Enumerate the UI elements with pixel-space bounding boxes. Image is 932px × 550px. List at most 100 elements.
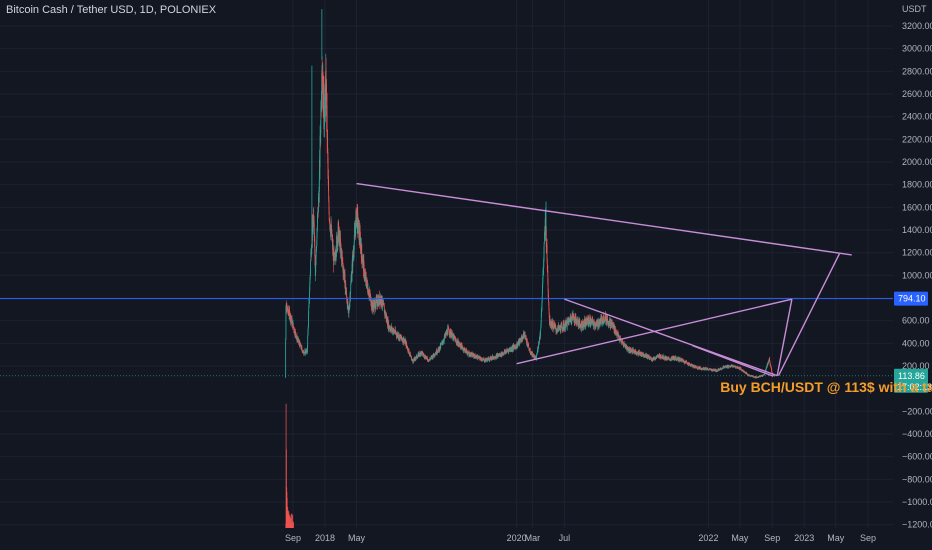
y-tick-label: 1600.00: [902, 202, 932, 212]
candle-body: [328, 201, 330, 211]
candle-body: [316, 236, 318, 246]
y-tick-label: 2400.00: [902, 112, 932, 122]
candle-body: [363, 260, 365, 265]
candle-body: [689, 364, 691, 366]
candle-body: [512, 347, 514, 351]
candle-body: [653, 357, 655, 359]
candle-body: [312, 222, 314, 232]
candle-body: [720, 367, 722, 370]
candle-body: [347, 305, 349, 309]
candle-body: [645, 356, 646, 358]
candle-body: [346, 290, 347, 296]
volume-bar: [291, 513, 293, 528]
candle-body: [384, 311, 386, 317]
candle-body: [292, 322, 294, 327]
candle-body: [321, 77, 323, 79]
candle-body: [735, 366, 736, 368]
candle-body: [633, 350, 635, 353]
volume-bar: [290, 518, 292, 528]
trendline[interactable]: [777, 253, 841, 376]
candle-body: [313, 223, 315, 238]
candle-body: [308, 314, 309, 327]
candle-body: [407, 347, 409, 351]
candle-body: [632, 349, 634, 351]
candle-body: [540, 327, 542, 331]
candle-body: [352, 252, 354, 267]
candle-body: [532, 354, 534, 356]
trendline[interactable]: [356, 182, 852, 256]
candle-body: [469, 353, 471, 356]
candle-body: [320, 106, 322, 133]
candle-body: [381, 295, 383, 305]
candle-body: [417, 356, 419, 358]
candle-body: [425, 355, 426, 359]
candle-body: [636, 352, 638, 354]
candle-body: [616, 333, 618, 336]
candle-body: [504, 350, 506, 353]
y-tick-label: 1800.00: [902, 180, 932, 190]
candle-body: [671, 358, 673, 361]
candle-body: [631, 349, 633, 352]
candle-body: [477, 358, 479, 359]
candle-body: [597, 321, 599, 327]
candle-body: [308, 299, 310, 307]
candle-body: [625, 345, 627, 349]
candle-body: [546, 244, 548, 260]
candle-body: [483, 359, 485, 362]
candle-body: [701, 368, 703, 370]
candle-body: [548, 298, 550, 303]
candle-body: [414, 357, 416, 361]
candle-body: [726, 365, 728, 368]
candle-body: [509, 349, 511, 351]
candle-body: [479, 358, 481, 360]
candle-body: [286, 304, 288, 309]
candle-body: [447, 328, 448, 335]
candle-body: [769, 364, 771, 366]
candle-body: [454, 338, 456, 342]
candle-body: [592, 320, 594, 324]
candle-body: [460, 343, 462, 347]
trendline[interactable]: [692, 344, 774, 377]
candle-body: [364, 273, 366, 277]
candle-body: [354, 230, 355, 243]
candle-body: [397, 334, 399, 338]
candle-body: [552, 326, 554, 329]
candle-body: [437, 352, 439, 353]
x-axis-panel: [0, 528, 932, 550]
candle-body: [488, 357, 490, 361]
y-tick-label: 2000.00: [902, 157, 932, 167]
candle-body: [541, 290, 543, 300]
candle-body: [549, 317, 551, 325]
candle-body: [542, 275, 544, 284]
trendline[interactable]: [564, 298, 778, 377]
candle-body: [500, 353, 501, 357]
candle-body: [705, 368, 707, 370]
x-tick-label: 2018: [315, 533, 335, 543]
candle-body: [703, 367, 704, 370]
candle-body: [457, 340, 459, 346]
candle-body: [441, 341, 443, 343]
y-tick-label: 2800.00: [902, 66, 932, 76]
candle-body: [309, 281, 311, 292]
candle-body: [561, 324, 563, 327]
candle-body: [357, 226, 359, 228]
volume-bars: [285, 403, 294, 528]
candle-body: [529, 349, 531, 353]
candle-body: [599, 318, 601, 322]
trendline[interactable]: [776, 299, 793, 376]
candle-body: [598, 321, 600, 326]
y-axis[interactable]: USDT 3200.00 3000.00 2800.00 2600.00 2400.00 2…: [902, 4, 932, 530]
candle-body: [684, 361, 685, 364]
candle-body: [536, 355, 537, 358]
candle-body: [585, 319, 587, 323]
candle-body: [334, 255, 335, 260]
candle-body: [545, 227, 547, 248]
candle-body: [696, 366, 698, 368]
candle-body: [295, 335, 297, 338]
candle-body: [750, 375, 752, 377]
candle-body: [313, 217, 315, 224]
candle-body: [582, 326, 584, 328]
trendlines[interactable]: [356, 182, 852, 377]
